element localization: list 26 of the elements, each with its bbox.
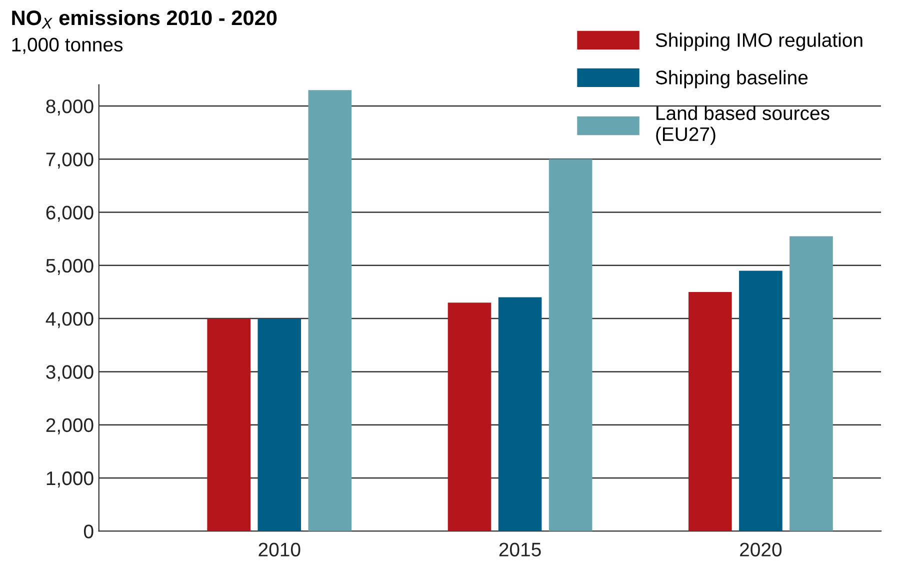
bar — [790, 236, 833, 532]
y-tick-label: 5,000 — [46, 258, 94, 275]
bar — [448, 302, 492, 532]
bar — [739, 270, 782, 532]
chart-subtitle: 1,000 tonnes — [12, 38, 123, 54]
y-tick-label: 7,000 — [46, 152, 94, 169]
y-tick-label: 0 — [84, 524, 94, 538]
chart-title: NO$_{X}$ emissions 2010 - 2020 — [12, 10, 277, 28]
y-tick-label: 1,000 — [46, 471, 94, 488]
bar — [308, 90, 352, 532]
legend-label: Land based sources (EU27) — [656, 106, 830, 145]
x-tick-label: 2010 — [258, 542, 300, 556]
bar — [688, 292, 732, 532]
legend-label: Shipping baseline — [656, 70, 808, 88]
bar — [548, 159, 592, 532]
y-tick-label: 4,000 — [46, 312, 94, 328]
bar — [498, 297, 542, 532]
bar — [207, 318, 251, 532]
y-tick-label: 6,000 — [46, 206, 94, 222]
x-tick-label: 2015 — [499, 542, 541, 556]
legend-label: Shipping IMO regulation — [656, 32, 862, 51]
y-tick-label: 8,000 — [46, 99, 94, 116]
y-tick-label: 2,000 — [46, 418, 94, 434]
y-tick-label: 3,000 — [46, 365, 94, 382]
bar — [258, 318, 302, 532]
x-tick-label: 2020 — [740, 542, 782, 556]
